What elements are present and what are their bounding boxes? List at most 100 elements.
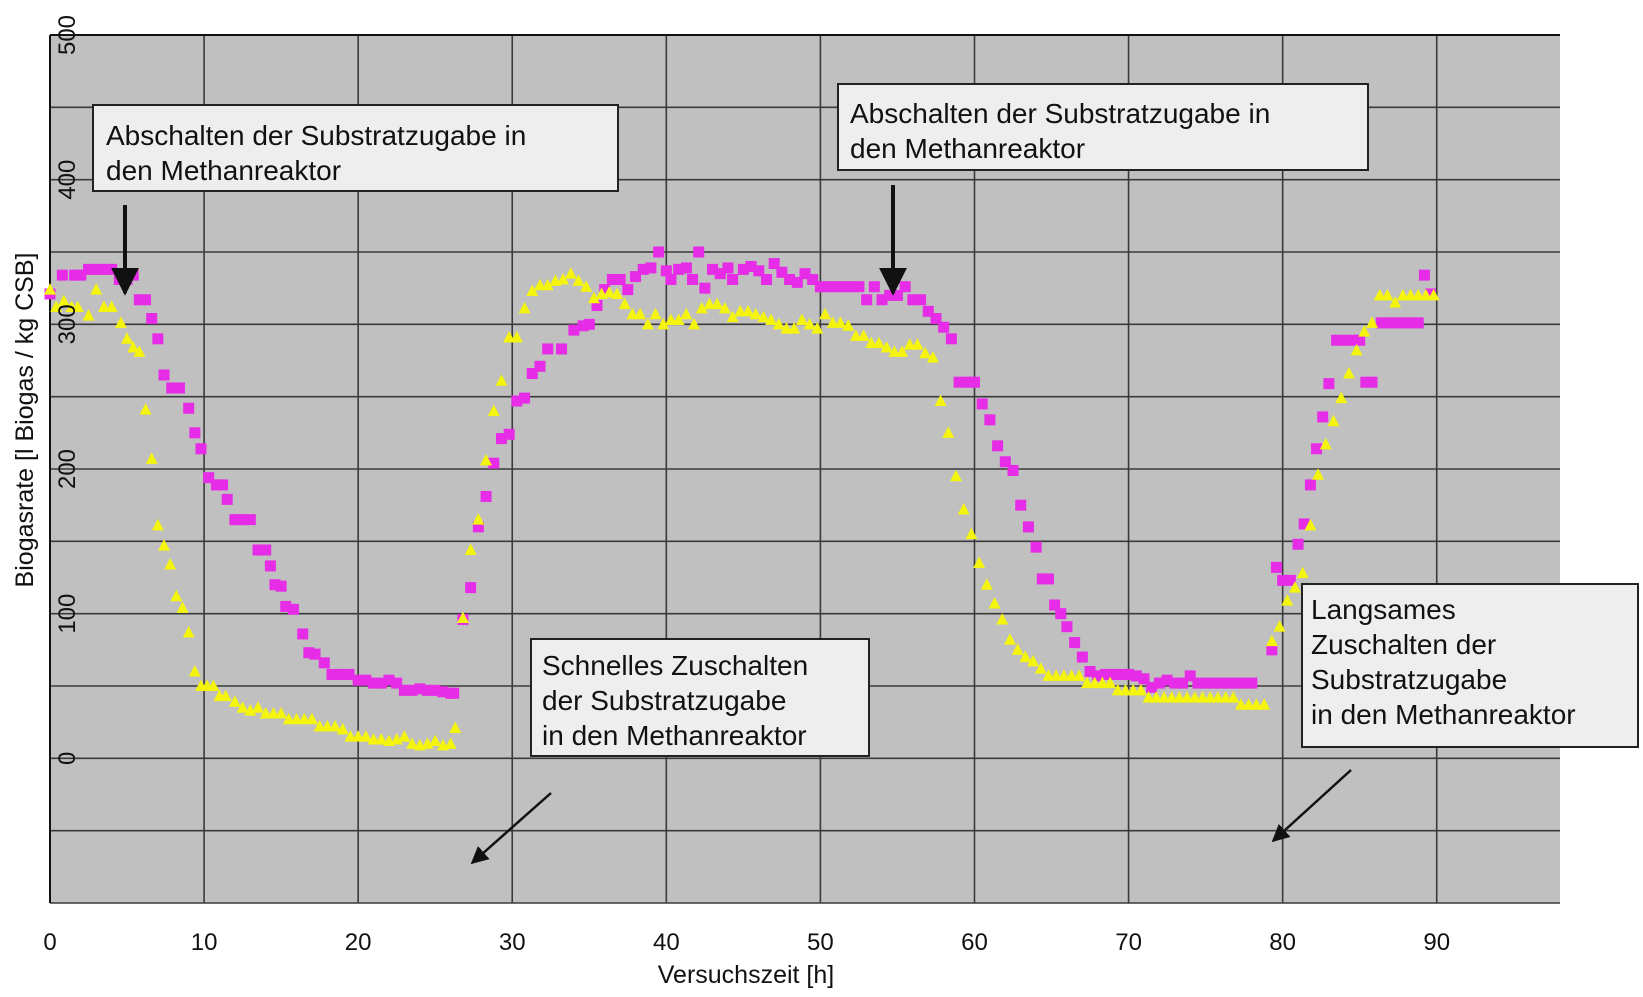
x-axis-ticks: 0 10 20 30 40 50 60 70 80 90 <box>43 929 1450 956</box>
data-point <box>745 260 757 272</box>
data-point <box>1030 541 1042 553</box>
annotation-line: den Methanreaktor <box>850 133 1085 164</box>
data-point <box>1042 573 1054 585</box>
data-point <box>140 294 152 306</box>
data-point <box>753 265 765 277</box>
data-point <box>861 294 873 306</box>
data-point <box>599 284 611 296</box>
data-point <box>772 317 785 330</box>
data-point <box>421 737 434 749</box>
annotation-line: Zuschalten der <box>1311 629 1496 660</box>
data-point <box>961 376 973 388</box>
data-point <box>1235 698 1248 710</box>
data-point <box>1034 662 1047 674</box>
data-point <box>170 589 183 602</box>
data-point <box>930 313 942 325</box>
data-point <box>760 273 772 285</box>
data-point <box>1366 376 1378 388</box>
data-point <box>98 263 110 275</box>
data-point <box>665 273 677 285</box>
data-point <box>660 265 672 277</box>
data-point <box>957 503 970 515</box>
data-point <box>1134 683 1147 696</box>
x-tick-label: 50 <box>807 929 834 956</box>
data-point <box>121 332 134 344</box>
data-point <box>298 712 311 725</box>
data-point <box>899 281 911 293</box>
data-point <box>822 281 834 293</box>
data-point <box>221 493 233 505</box>
data-point <box>398 730 411 742</box>
annotation-box <box>1301 583 1639 748</box>
data-point <box>980 578 993 590</box>
data-point <box>1050 669 1063 681</box>
data-point <box>1381 317 1393 329</box>
data-point <box>653 246 665 258</box>
data-point <box>526 284 539 297</box>
data-point <box>456 611 469 624</box>
data-point <box>603 286 616 298</box>
data-point <box>722 262 734 274</box>
data-point <box>44 283 56 295</box>
data-point <box>444 737 457 749</box>
data-point <box>1277 574 1289 586</box>
x-tick-label: 30 <box>499 929 526 956</box>
data-point <box>511 395 523 407</box>
data-point <box>1099 668 1111 680</box>
annotation-slow-startup: Langsames Zuschalten der Substratzugabe … <box>1271 583 1639 843</box>
data-point <box>907 294 919 306</box>
y-tick-label: 100 <box>54 594 81 634</box>
data-point <box>1394 317 1406 329</box>
data-point <box>303 647 315 659</box>
data-point <box>734 304 747 317</box>
data-point <box>359 730 372 742</box>
series-2 <box>44 267 1440 751</box>
x-tick-label: 20 <box>345 929 372 956</box>
data-point <box>1335 391 1348 404</box>
data-point <box>344 730 357 742</box>
y-tick-label: 400 <box>54 160 81 200</box>
data-point <box>984 414 996 426</box>
data-point <box>919 346 932 359</box>
data-point <box>82 309 95 321</box>
data-point <box>275 706 288 719</box>
data-point <box>1092 670 1104 682</box>
data-point <box>583 318 595 330</box>
data-point <box>1127 683 1140 696</box>
data-point <box>838 281 850 293</box>
data-point <box>695 301 708 314</box>
data-point <box>237 514 249 526</box>
data-point <box>614 273 626 285</box>
data-point <box>519 392 531 404</box>
y-tick-label: 300 <box>54 304 81 344</box>
data-point <box>1115 668 1127 680</box>
data-point <box>776 266 788 278</box>
data-point <box>1412 317 1424 329</box>
data-point <box>1331 334 1343 346</box>
data-point <box>1396 288 1409 301</box>
data-point <box>737 263 749 275</box>
data-point <box>1146 681 1158 693</box>
data-point <box>673 263 685 275</box>
data-point <box>1304 479 1316 491</box>
data-point <box>244 704 257 716</box>
data-point <box>236 701 249 713</box>
data-point <box>1346 334 1358 346</box>
data-point <box>1007 464 1019 476</box>
x-axis-title: Versuchszeit [h] <box>658 961 834 989</box>
data-point <box>577 320 589 332</box>
data-point <box>922 305 934 317</box>
data-point <box>1400 317 1412 329</box>
data-point <box>383 674 395 686</box>
data-point <box>564 267 577 279</box>
data-point <box>1015 499 1027 511</box>
data-point <box>1055 608 1067 620</box>
data-point <box>259 706 272 719</box>
data-point <box>580 280 593 292</box>
data-point <box>1153 677 1165 689</box>
data-point <box>1342 367 1355 379</box>
data-point <box>845 281 857 293</box>
data-point <box>1003 633 1016 645</box>
data-point <box>429 734 442 746</box>
data-point <box>1036 573 1048 585</box>
